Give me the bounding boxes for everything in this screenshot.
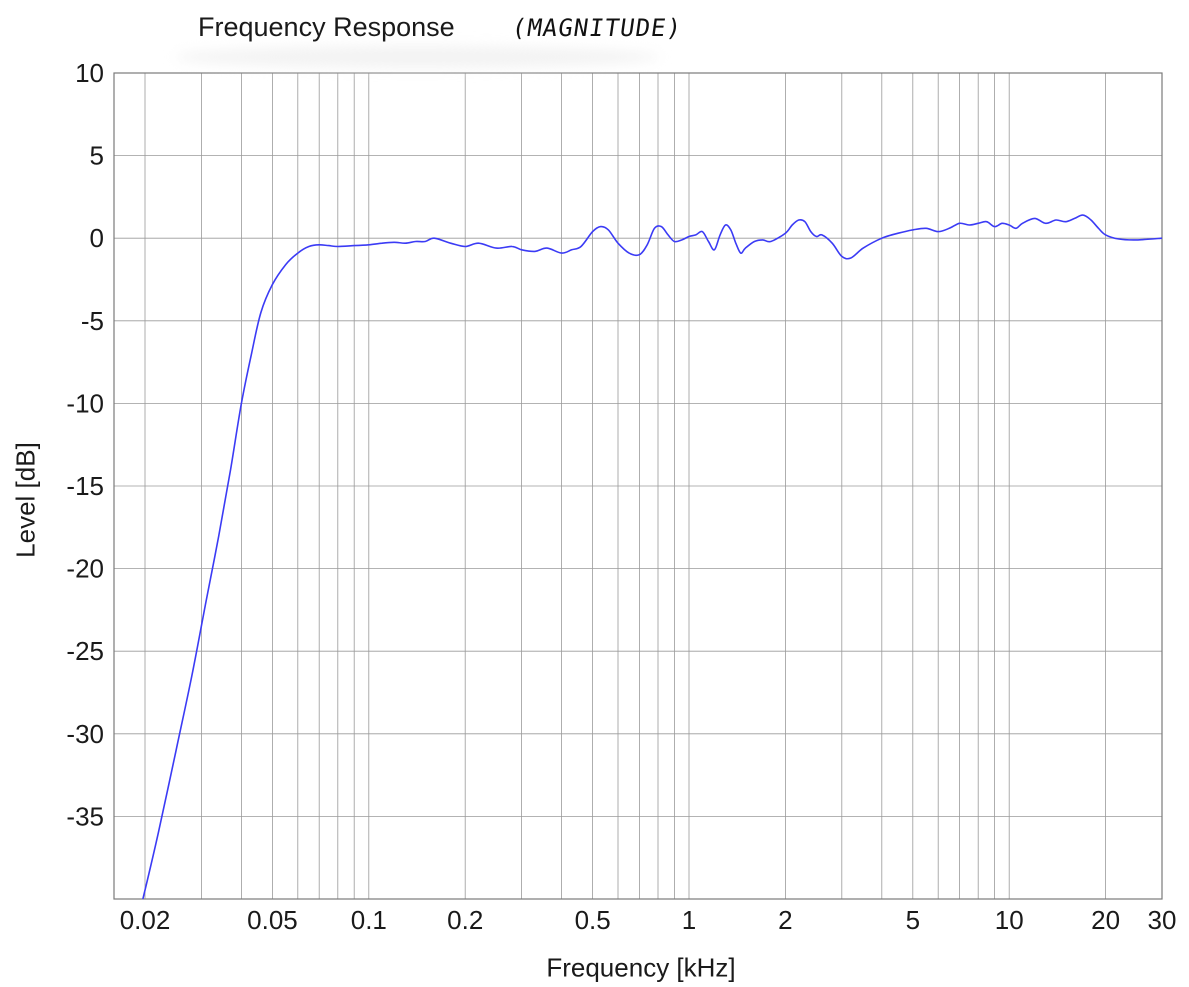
x-tick-label: 0.02 (120, 905, 171, 935)
x-axis-label: Frequency [kHz] (546, 952, 736, 983)
title-area: Frequency Response (MAGNITUDE) (0, 6, 1189, 68)
chart-title: Frequency Response (198, 12, 455, 42)
x-tick-label: 0.05 (247, 905, 298, 935)
y-tick-label: 10 (75, 58, 104, 88)
x-axis-tick-labels: 0.02 0.05 0.1 0.2 0.5 1 2 5 10 20 30 (120, 905, 1177, 935)
y-tick-label: 5 (90, 141, 104, 171)
x-tick-label: 1 (682, 905, 696, 935)
x-tick-label: 10 (995, 905, 1024, 935)
x-tick-label: 30 (1148, 905, 1177, 935)
x-tick-label: 2 (778, 905, 792, 935)
y-tick-label: 0 (90, 223, 104, 253)
y-tick-label: -30 (66, 719, 104, 749)
y-tick-label: -25 (66, 636, 104, 666)
response-curve (142, 214, 1163, 900)
y-axis-label: Level [dB] (10, 442, 41, 558)
grid (114, 72, 1162, 899)
y-axis-tick-labels: 10 5 0 -5 -10 -15 -20 -25 -30 -35 (66, 58, 104, 831)
handwritten-annotation: (MAGNITUDE) (510, 14, 684, 42)
x-tick-label: 0.1 (351, 905, 387, 935)
x-tick-label: 20 (1091, 905, 1120, 935)
plot-frame (113, 72, 1163, 900)
title-highlight (175, 46, 660, 68)
x-tick-label: 0.5 (575, 905, 611, 935)
y-tick-label: -35 (66, 801, 104, 831)
y-tick-label: -15 (66, 471, 104, 501)
y-tick-label: -10 (66, 388, 104, 418)
x-tick-label: 0.2 (447, 905, 483, 935)
y-tick-label: -5 (81, 306, 104, 336)
x-tick-label: 5 (906, 905, 920, 935)
y-tick-label: -20 (66, 554, 104, 584)
